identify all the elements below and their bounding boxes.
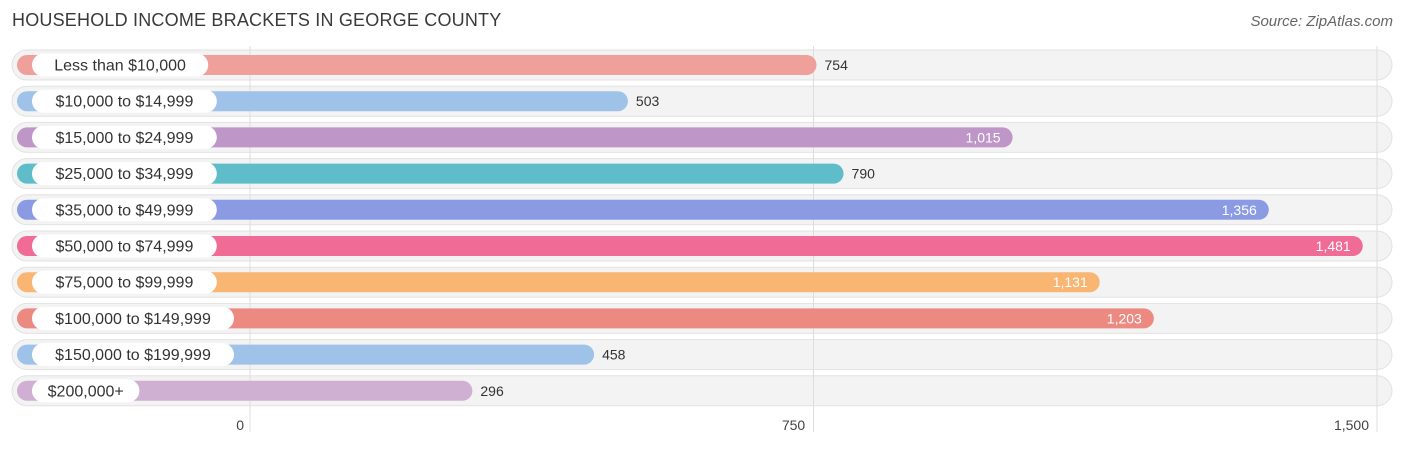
value-label: 503	[636, 93, 660, 109]
category-label: $100,000 to $149,999	[55, 311, 211, 328]
chart-title: HOUSEHOLD INCOME BRACKETS IN GEORGE COUN…	[12, 10, 502, 30]
bar	[17, 272, 1100, 293]
category-label: Less than $10,000	[54, 58, 186, 75]
category-label-pill	[32, 125, 217, 149]
x-tick-label: 1,500	[1334, 417, 1369, 433]
bar	[17, 236, 1363, 256]
x-tick-label: 750	[782, 417, 806, 433]
x-tick-label: 0	[236, 417, 244, 433]
category-label: $150,000 to $199,999	[55, 347, 211, 364]
bar	[17, 199, 1269, 220]
category-label: $10,000 to $14,999	[55, 94, 193, 111]
category-label-pill	[32, 198, 217, 222]
bar	[17, 308, 1154, 329]
bar	[17, 163, 844, 184]
value-label: 1,131	[1053, 274, 1088, 290]
value-label: 754	[825, 57, 849, 73]
category-label: $75,000 to $99,999	[55, 275, 193, 292]
category-label-pill	[32, 379, 140, 403]
value-label: 1,481	[1316, 238, 1351, 254]
category-label: $25,000 to $34,999	[55, 166, 193, 183]
bar	[17, 127, 1013, 148]
category-label-pill	[32, 306, 234, 330]
category-label: $15,000 to $24,999	[55, 130, 193, 147]
category-label-pill	[32, 270, 217, 294]
bar	[17, 55, 817, 75]
category-label: $200,000+	[48, 383, 124, 400]
value-label: 1,203	[1107, 310, 1142, 326]
category-label: $50,000 to $74,999	[55, 239, 193, 256]
category-label-pill	[32, 89, 217, 113]
category-label: $35,000 to $49,999	[55, 202, 193, 219]
category-label-pill	[32, 234, 217, 258]
value-label: 1,356	[1222, 202, 1257, 218]
category-label-pill	[32, 162, 217, 186]
chart-source: Source: ZipAtlas.com	[1250, 13, 1393, 30]
value-label: 790	[852, 166, 876, 182]
category-label-pill	[32, 53, 209, 77]
value-label: 296	[480, 383, 504, 399]
value-label: 1,015	[966, 129, 1001, 145]
value-label: 458	[602, 347, 626, 363]
category-label-pill	[32, 343, 234, 367]
